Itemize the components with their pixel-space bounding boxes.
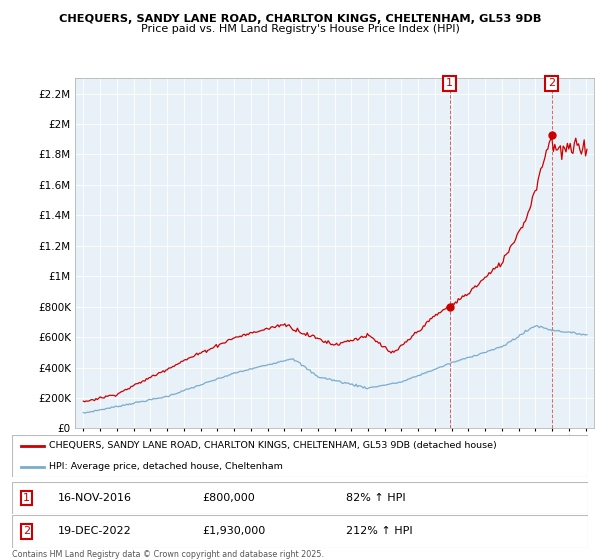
Text: 1: 1 — [23, 493, 30, 503]
Text: £1,930,000: £1,930,000 — [202, 526, 265, 536]
Text: 82% ↑ HPI: 82% ↑ HPI — [346, 493, 406, 503]
Text: £800,000: £800,000 — [202, 493, 255, 503]
FancyBboxPatch shape — [12, 515, 588, 548]
Text: CHEQUERS, SANDY LANE ROAD, CHARLTON KINGS, CHELTENHAM, GL53 9DB: CHEQUERS, SANDY LANE ROAD, CHARLTON KING… — [59, 14, 541, 24]
Text: 16-NOV-2016: 16-NOV-2016 — [58, 493, 132, 503]
Text: 212% ↑ HPI: 212% ↑ HPI — [346, 526, 413, 536]
Text: Price paid vs. HM Land Registry's House Price Index (HPI): Price paid vs. HM Land Registry's House … — [140, 24, 460, 34]
FancyBboxPatch shape — [12, 435, 588, 477]
Text: 1: 1 — [446, 78, 453, 88]
Text: 19-DEC-2022: 19-DEC-2022 — [58, 526, 132, 536]
Text: 2: 2 — [548, 78, 555, 88]
Text: 2: 2 — [23, 526, 30, 536]
Text: HPI: Average price, detached house, Cheltenham: HPI: Average price, detached house, Chel… — [49, 462, 283, 471]
FancyBboxPatch shape — [12, 482, 588, 514]
Text: CHEQUERS, SANDY LANE ROAD, CHARLTON KINGS, CHELTENHAM, GL53 9DB (detached house): CHEQUERS, SANDY LANE ROAD, CHARLTON KING… — [49, 441, 497, 450]
Text: Contains HM Land Registry data © Crown copyright and database right 2025.
This d: Contains HM Land Registry data © Crown c… — [12, 550, 324, 560]
